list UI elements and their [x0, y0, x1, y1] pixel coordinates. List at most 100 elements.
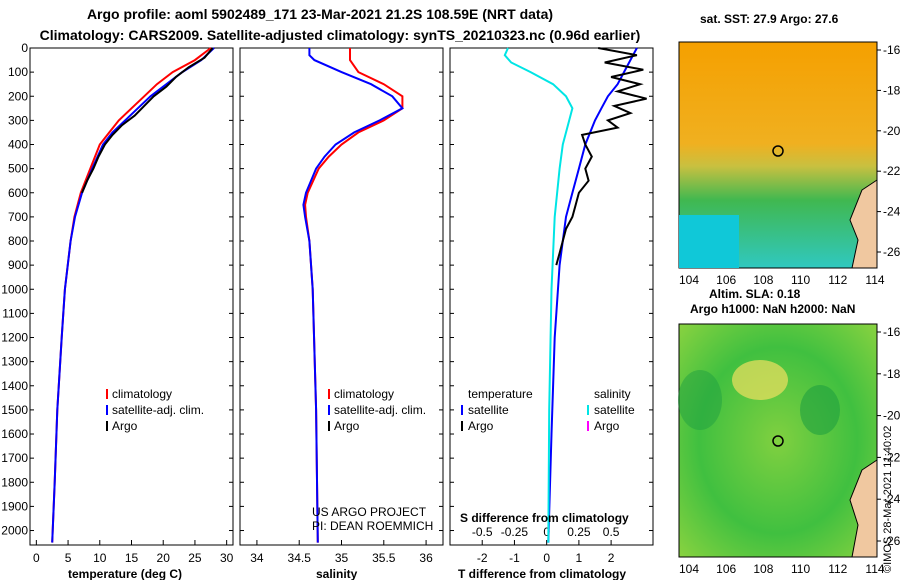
x-tick-label: 30 [220, 551, 234, 565]
series-line [302, 48, 404, 543]
sst-cool-patch [679, 215, 739, 268]
x-tick-label: 5 [65, 551, 72, 565]
title-line2: Climatology: CARS2009. Satellite-adjuste… [39, 27, 641, 43]
map-xtick-label: 104 [679, 562, 699, 576]
sal-legend: climatology satellite-adj. clim. Argo US… [312, 387, 433, 533]
depth-tick-label: 1900 [1, 499, 28, 513]
top-tick-label: 0.25 [567, 525, 591, 539]
series-line [555, 47, 647, 266]
x-tick-label: 35.5 [372, 551, 396, 565]
depth-tick-label: 1000 [1, 282, 28, 296]
sla-map [678, 323, 878, 558]
top-tick-label: 0 [543, 525, 550, 539]
map-xtick-label: 114 [865, 562, 884, 576]
map1-title: sat. SST: 27.9 Argo: 27.6 [700, 12, 839, 26]
x-tick-label: 20 [157, 551, 171, 565]
map-xtick-label: 108 [753, 273, 773, 287]
legend-sat: satellite-adj. clim. [112, 403, 204, 417]
map-xtick-label: 108 [753, 562, 773, 576]
top-tick-label: 0.5 [603, 525, 620, 539]
annotation-pi: PI: DEAN ROEMMICH [312, 519, 433, 533]
x-tick-label: 36 [419, 551, 433, 565]
map-ytick-label: -24 [883, 492, 900, 506]
map-ytick-label: -16 [883, 325, 900, 339]
depth-tick-label: 300 [8, 113, 28, 127]
diff-legend: temperature satellite Argo salinity sate… [460, 387, 635, 525]
depth-tick-label: 500 [8, 162, 28, 176]
sla-low-patch [678, 370, 722, 430]
legend-clim: climatology [334, 387, 394, 401]
x-tick-label: 25 [188, 551, 202, 565]
sal-xlabel: salinity [316, 567, 358, 580]
series-line [503, 47, 574, 543]
temperature-panel [29, 47, 234, 546]
argo-location-marker [772, 435, 784, 447]
map-ytick-label: -18 [883, 367, 900, 381]
map-ytick-label: -20 [883, 409, 900, 423]
top-tick-label: -0.5 [472, 525, 493, 539]
title-line1: Argo profile: aoml 5902489_171 23-Mar-20… [86, 6, 554, 22]
depth-tick-label: 1800 [1, 475, 28, 489]
x-tick-label: 2 [608, 551, 615, 565]
argo-location-marker [772, 145, 784, 157]
sla-high-patch [732, 360, 788, 400]
x-tick-label: 0 [543, 551, 550, 565]
depth-tick-label: 100 [8, 65, 28, 79]
legend-sat: satellite-adj. clim. [334, 403, 426, 417]
depth-tick-label: 800 [8, 234, 28, 248]
legend-argo: Argo [112, 419, 138, 433]
map-ytick-label: -26 [883, 534, 900, 548]
map-xtick-label: 106 [716, 273, 736, 287]
diff-xlabel: T difference from climatology [458, 567, 626, 580]
map-xtick-label: 106 [716, 562, 736, 576]
legend-temp-title: temperature [468, 387, 533, 401]
map-ytick-label: -18 [883, 83, 900, 97]
map-xtick-label: 112 [828, 562, 847, 576]
map-ytick-label: -22 [883, 450, 900, 464]
x-tick-label: 0 [33, 551, 40, 565]
depth-tick-label: 700 [8, 210, 28, 224]
legend-sal-sat: satellite [594, 403, 635, 417]
depth-tick-label: 200 [8, 89, 28, 103]
x-tick-label: 34.5 [288, 551, 312, 565]
salinity-panel [239, 47, 444, 546]
series-line [81, 47, 214, 194]
x-tick-label: 15 [125, 551, 139, 565]
map-xtick-label: 110 [791, 273, 810, 287]
map-ytick-label: -20 [883, 124, 900, 138]
depth-tick-label: 600 [8, 186, 28, 200]
depth-tick-label: 400 [8, 138, 28, 152]
map2-title1: Altim. SLA: 0.18 [709, 287, 801, 301]
credit-label: ©IMOS 28-Mar-2021 11:40:02 [882, 425, 894, 573]
s-diff-label: S difference from climatology [460, 511, 629, 525]
x-tick-label: 35 [335, 551, 349, 565]
legend-temp-sat: satellite [468, 403, 509, 417]
depth-tick-label: 900 [8, 258, 28, 272]
map-xtick-label: 110 [791, 562, 810, 576]
top-tick-label: -0.25 [501, 525, 529, 539]
depth-tick-label: 0 [21, 41, 28, 55]
map-ytick-label: -22 [883, 164, 900, 178]
map2-title2: Argo h1000: NaN h2000: NaN [690, 302, 855, 316]
depth-tick-label: 1700 [1, 451, 28, 465]
map-ytick-label: -16 [883, 43, 900, 57]
temp-legend: climatology satellite-adj. clim. Argo [106, 387, 204, 433]
depth-tick-label: 1500 [1, 403, 28, 417]
depth-tick-label: 1100 [2, 306, 28, 320]
x-tick-label: 34 [250, 551, 264, 565]
map-xtick-label: 112 [828, 273, 847, 287]
depth-tick-label: 2000 [1, 524, 28, 538]
legend-clim: climatology [112, 387, 172, 401]
coast-shape [849, 179, 878, 269]
legend-argo: Argo [334, 419, 360, 433]
legend-sal-argo: Argo [594, 419, 620, 433]
depth-tick-label: 1400 [1, 379, 28, 393]
coast-shape [849, 459, 878, 558]
map-xtick-label: 114 [865, 273, 884, 287]
depth-tick-label: 1300 [1, 355, 28, 369]
x-tick-label: -1 [509, 551, 520, 565]
depth-tick-label: 1600 [1, 427, 28, 441]
sla-low-patch [800, 385, 840, 435]
map-ytick-label: -26 [883, 245, 900, 259]
